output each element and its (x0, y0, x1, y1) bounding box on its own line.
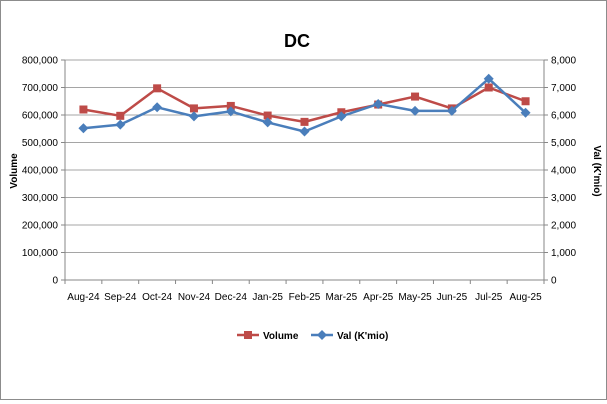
legend-val-marker (317, 330, 327, 340)
x-tick-label: Dec-24 (215, 292, 248, 303)
data-point-val (373, 99, 384, 109)
x-tick-label: May-25 (398, 292, 432, 303)
data-point-volume (411, 92, 420, 101)
data-point-val (483, 73, 494, 84)
x-tick-label: Mar-25 (326, 292, 358, 303)
x-tick-label: Jun-25 (437, 292, 468, 303)
gridlines (65, 59, 544, 253)
y-right-tick-label: 2,000 (551, 221, 576, 232)
data-point-val (336, 111, 347, 122)
y-right-tick-label: 3,000 (551, 193, 576, 204)
data-point-val (188, 111, 199, 122)
data-point-volume (521, 97, 530, 106)
data-point-val (410, 105, 421, 116)
legend-item-val: Val (K'mio) (311, 330, 388, 342)
data-point-val (299, 126, 310, 137)
data-point-volume (189, 104, 198, 113)
y-axis-right-title: Val (K'mio) (591, 145, 602, 196)
y-left-tick-label: 400,000 (22, 166, 59, 177)
data-point-val (520, 107, 531, 118)
data-point-volume (226, 101, 235, 110)
x-tick-label: Aug-24 (67, 292, 100, 303)
data-point-volume (263, 111, 272, 120)
y-left-tick-label: 700,000 (22, 83, 59, 94)
y-right-tick-label: 1,000 (551, 248, 576, 259)
series-layer (78, 73, 531, 137)
x-tick-label: Jan-25 (252, 292, 283, 303)
y-right-tick-label: 8,000 (551, 56, 576, 67)
y-left-tick-label: 500,000 (22, 138, 59, 149)
y-left-tick-label: 100,000 (22, 248, 59, 259)
legend: Volume Val (K'mio) (237, 330, 388, 342)
x-tick-label: Nov-24 (178, 292, 211, 303)
x-tick-label: Sep-24 (104, 292, 137, 303)
data-point-val (152, 102, 163, 113)
data-point-volume (116, 111, 125, 120)
legend-val-label: Val (K'mio) (337, 331, 388, 342)
x-tick-label: Aug-25 (509, 292, 542, 303)
y-right-tick-label: 7,000 (551, 83, 576, 94)
x-tick-label: Feb-25 (289, 292, 321, 303)
y-left-tick-label: 300,000 (22, 193, 59, 204)
data-point-val (262, 117, 273, 128)
data-point-volume (484, 83, 493, 92)
x-tick-label: Jul-25 (475, 292, 503, 303)
data-point-volume (300, 117, 309, 126)
data-point-val (225, 106, 236, 117)
y-left-tick-label: 600,000 (22, 111, 59, 122)
y-right-tick-label: 4,000 (551, 166, 576, 177)
y-axis-left-title: Volume (9, 153, 20, 189)
data-point-volume (79, 105, 88, 114)
data-point-val (115, 119, 126, 130)
data-point-val (446, 105, 457, 116)
axes: 0 100,000 200,000 300,000 400,000 500,000 600,… (22, 56, 577, 304)
legend-item-volume: Volume (237, 331, 299, 342)
y-right-tick-label: 5,000 (551, 138, 576, 149)
data-point-volume (153, 84, 162, 93)
data-point-val (78, 123, 89, 134)
y-left-tick-label: 800,000 (22, 56, 59, 67)
legend-volume-marker (244, 331, 252, 339)
y-left-tick-label: 200,000 (22, 221, 59, 232)
x-tick-label: Oct-24 (142, 292, 172, 303)
y-left-tick-label: 0 (52, 276, 58, 287)
x-tick-label: Apr-25 (363, 292, 393, 303)
y-right-tick-label: 0 (551, 276, 557, 287)
legend-volume-label: Volume (263, 331, 299, 342)
y-right-tick-label: 6,000 (551, 111, 576, 122)
chart-title: DC (284, 31, 310, 51)
